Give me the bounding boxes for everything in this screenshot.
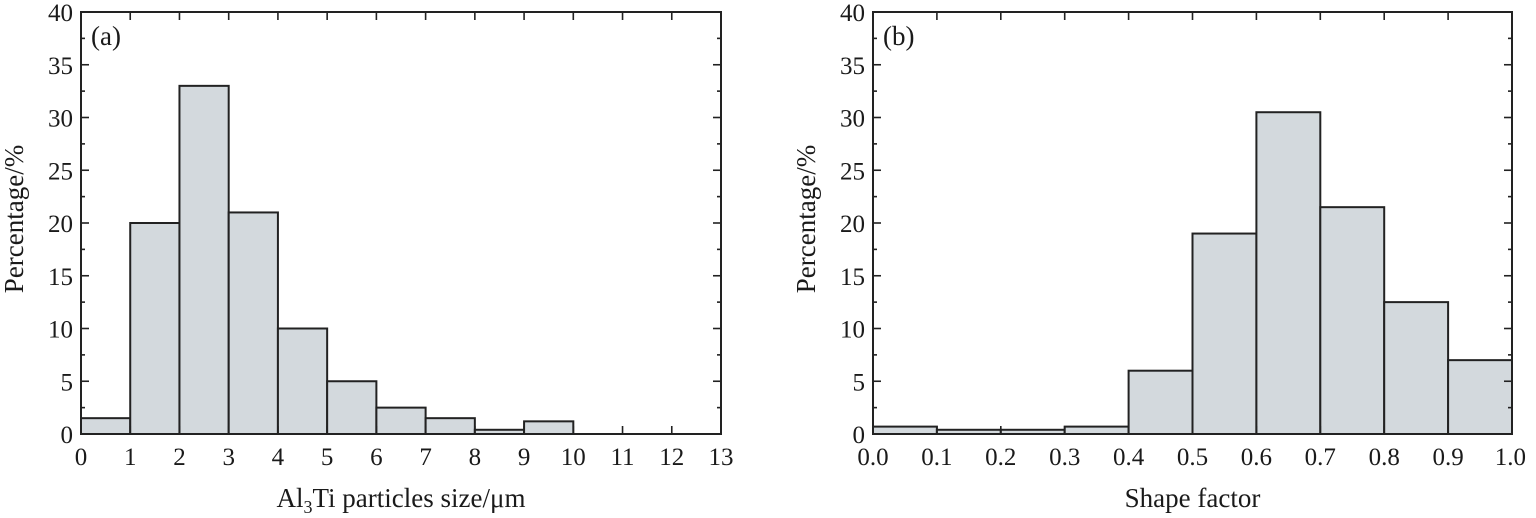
x-tick-label: 1.0 [1495,444,1526,471]
x-tick-label: 0.1 [921,444,952,471]
y-tick-label: 5 [853,369,866,396]
y-tick-label: 40 [840,0,865,27]
x-tick-label: 0.4 [1113,444,1145,471]
x-tick-label: 7 [419,444,432,471]
y-tick-label: 0 [61,422,74,449]
x-tick-label: 0.0 [857,444,888,471]
x-tick-label: 0.5 [1177,444,1208,471]
x-tick-label: 0.9 [1432,444,1463,471]
histogram-bar [1255,111,1322,435]
x-tick-label: 4 [272,444,285,471]
x-tick-label: 10 [561,444,586,471]
x-tick-label: 3 [222,444,235,471]
y-tick-label: 35 [48,53,73,80]
x-tick-label: 8 [469,444,482,471]
x-tick-label: 6 [370,444,383,471]
x-tick-label: 1 [124,444,137,471]
x-tick-label: 0.2 [985,444,1016,471]
histogram-bar [80,417,132,435]
y-tick-label: 30 [840,106,865,133]
panel-label: (a) [91,21,121,51]
histogram-bar [1127,369,1194,436]
histogram-bar [1447,359,1513,435]
histogram-bar [178,84,230,435]
histogram-bar [1191,232,1258,435]
y-tick-label: 15 [840,264,865,291]
x-tick-label: 9 [518,444,531,471]
x-tick-label: 5 [321,444,334,471]
y-tick-label: 35 [840,53,865,80]
histogram-bar [227,211,279,435]
y-tick-label: 20 [48,211,73,238]
x-tick-label: 0 [75,444,88,471]
x-tick-label: 11 [610,444,634,471]
x-tick-label: 0.7 [1305,444,1336,471]
y-tick-label: 10 [48,317,73,344]
histogram-bar [424,417,476,435]
x-tick-label: 2 [173,444,186,471]
x-tick-label: 0.6 [1241,444,1272,471]
histogram-bar [326,380,378,435]
x-tick-label: 0.3 [1049,444,1080,471]
histogram-bar [1319,206,1386,435]
x-axis-label: Shape factor [1125,483,1261,513]
histogram-bar [375,406,427,435]
x-axis-label: Al3Ti particles size/μm [277,483,526,517]
x-tick-label: 13 [709,444,734,471]
histogram-bar [276,327,329,435]
y-axis-label: Percentage/% [791,145,821,293]
x-tick-label: 12 [659,444,684,471]
chart-panel-b: 0 5 10 15 20 25 30 35 40 0.0 0.1 0.2 0.3 0.4 0.5 0.6 0.7… [791,0,1526,513]
histogram-bar [129,222,181,435]
panel-label: (b) [883,21,914,51]
histogram-bar [1063,425,1130,435]
y-tick-label: 30 [48,106,73,133]
y-tick-label: 0 [853,422,866,449]
y-axis-label: Percentage/% [0,145,29,293]
histogram-bar [523,420,575,435]
histogram-bar [872,425,938,435]
histogram-bar [1383,301,1450,435]
y-tick-label: 5 [61,369,74,396]
y-tick-label: 25 [48,158,73,185]
y-tick-label: 25 [840,158,865,185]
y-tick-label: 15 [48,264,73,291]
y-tick-label: 10 [840,317,865,344]
y-tick-label: 40 [48,0,73,27]
x-tick-label: 0.8 [1369,444,1400,471]
y-tick-label: 20 [840,211,865,238]
